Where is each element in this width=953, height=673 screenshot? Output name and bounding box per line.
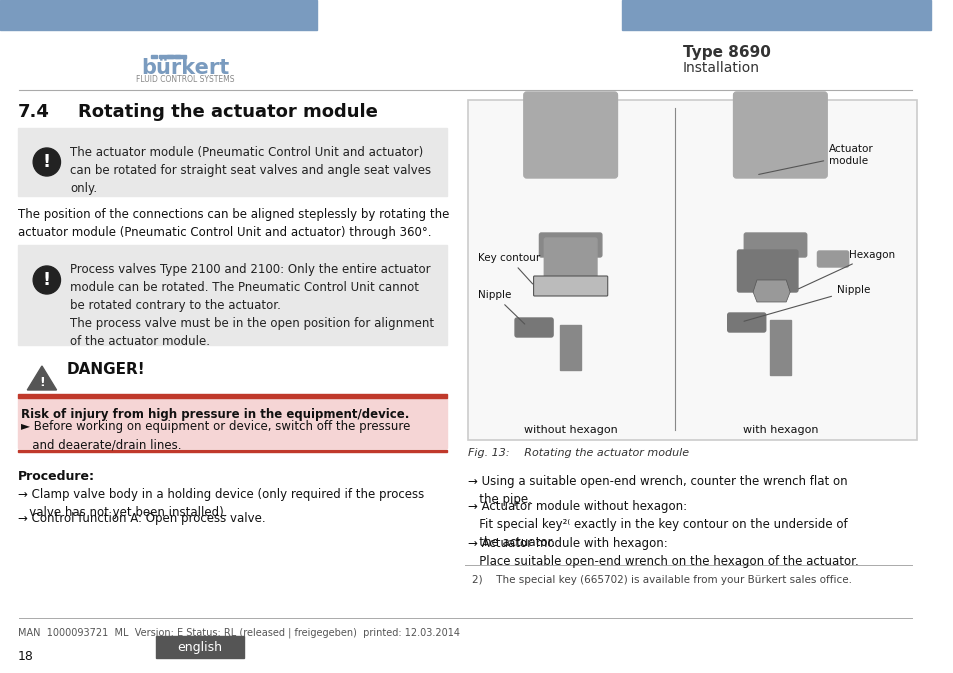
Text: MAN  1000093721  ML  Version: E Status: RL (released | freigegeben)  printed: 12: MAN 1000093721 ML Version: E Status: RL … (17, 628, 459, 639)
FancyBboxPatch shape (737, 250, 797, 292)
Bar (0, 0, 316, 30)
Text: 7.4: 7.4 (17, 103, 50, 121)
Text: Installation: Installation (682, 61, 759, 75)
Text: 18: 18 (17, 650, 33, 663)
Text: Process valves Type 2100 and 2100: Only the entire actuator
module can be rotate: Process valves Type 2100 and 2100: Only … (71, 263, 434, 348)
Text: 2)  The special key (665702) is available from your Bürkert sales office.: 2) The special key (665702) is available… (472, 575, 851, 585)
FancyBboxPatch shape (817, 251, 848, 267)
Bar (159, 55, 186, 58)
Bar (621, 0, 929, 30)
Circle shape (33, 266, 60, 294)
FancyBboxPatch shape (743, 233, 806, 257)
Text: with hexagon: with hexagon (741, 425, 818, 435)
Text: The position of the connections can be aligned steplessly by rotating the
actuat: The position of the connections can be a… (17, 208, 449, 239)
Text: Hexagon: Hexagon (798, 250, 894, 289)
Bar (17, 245, 446, 345)
Text: Key contour: Key contour (477, 253, 539, 284)
Text: Fig. 13:  Rotating the actuator module: Fig. 13: Rotating the actuator module (468, 448, 689, 458)
FancyBboxPatch shape (727, 313, 765, 332)
Text: The actuator module (Pneumatic Control Unit and actuator)
can be rotated for str: The actuator module (Pneumatic Control U… (71, 146, 431, 195)
FancyBboxPatch shape (544, 238, 597, 292)
FancyBboxPatch shape (515, 318, 553, 337)
Bar (156, 636, 244, 658)
Text: Type 8690: Type 8690 (682, 44, 770, 59)
Bar (174, 55, 180, 58)
Bar (559, 325, 580, 370)
Bar (151, 55, 157, 58)
Bar (167, 55, 172, 58)
Bar (17, 128, 446, 196)
Bar (769, 320, 790, 375)
Text: !: ! (43, 153, 51, 171)
Text: Nipple: Nipple (743, 285, 869, 321)
Text: without hexagon: without hexagon (523, 425, 617, 435)
Text: DANGER!: DANGER! (67, 363, 145, 378)
Text: → Using a suitable open-end wrench, counter the wrench flat on
   the pipe.: → Using a suitable open-end wrench, coun… (468, 475, 847, 506)
FancyBboxPatch shape (523, 92, 617, 178)
Text: !: ! (39, 376, 45, 388)
Text: → Clamp valve body in a holding device (only required if the process
   valve ha: → Clamp valve body in a holding device (… (17, 488, 423, 519)
FancyBboxPatch shape (733, 92, 826, 178)
Circle shape (33, 148, 60, 176)
Text: → Control function A: Open process valve.: → Control function A: Open process valve… (17, 512, 265, 525)
Text: Actuator
module: Actuator module (758, 144, 873, 174)
Text: ► Before working on equipment or device, switch off the pressure
   and deaerate: ► Before working on equipment or device,… (21, 420, 411, 451)
Bar (468, 100, 916, 440)
Bar (17, 394, 446, 398)
Text: english: english (177, 641, 222, 653)
Text: → Actuator module with hexagon:
   Place suitable open-end wrench on the hexagon: → Actuator module with hexagon: Place su… (468, 537, 858, 568)
Text: → Actuator module without hexagon:
   Fit special key²⁽ exactly in the key conto: → Actuator module without hexagon: Fit s… (468, 500, 847, 549)
Text: FLUID CONTROL SYSTEMS: FLUID CONTROL SYSTEMS (136, 75, 234, 85)
Polygon shape (752, 280, 789, 302)
Text: Risk of injury from high pressure in the equipment/device.: Risk of injury from high pressure in the… (21, 408, 410, 421)
FancyBboxPatch shape (533, 276, 607, 296)
Text: Rotating the actuator module: Rotating the actuator module (78, 103, 377, 121)
Text: bürkert: bürkert (141, 58, 230, 78)
Bar (17, 450, 446, 452)
Text: Procedure:: Procedure: (17, 470, 94, 483)
Text: Nipple: Nipple (477, 290, 524, 324)
FancyBboxPatch shape (538, 233, 601, 257)
Bar (17, 398, 446, 448)
Polygon shape (28, 366, 56, 390)
Text: !: ! (43, 271, 51, 289)
